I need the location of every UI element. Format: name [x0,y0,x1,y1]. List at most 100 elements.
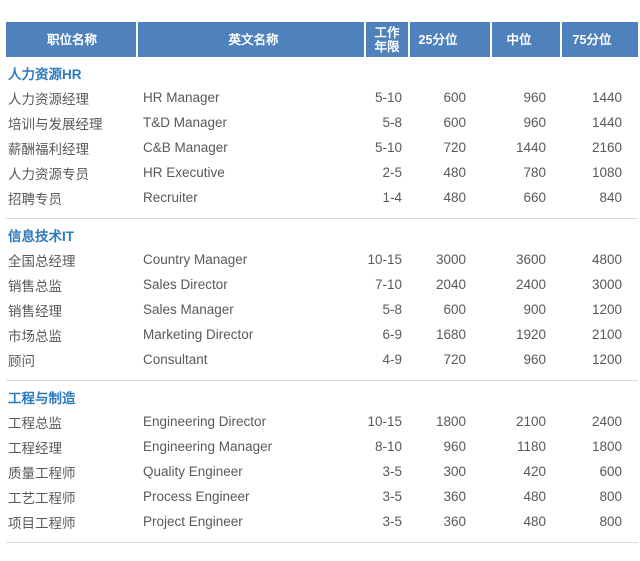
cell-p25: 720 [443,140,466,155]
cell-median: 480 [523,514,546,529]
cell-median: 1920 [515,327,546,342]
cell-english-name: Engineering Director [143,414,267,429]
cell-english-name: Process Engineer [143,489,250,504]
cell-median: 480 [523,489,546,504]
cell-work-years: 3-5 [382,489,402,504]
cell-p25: 360 [443,514,466,529]
table-row: 顾问 Consultant 4-9 720 960 1200 [6,347,638,372]
cell-work-years: 7-10 [374,277,402,292]
cell-median: 2400 [515,277,546,292]
cell-p75: 1800 [591,439,622,454]
cell-work-years: 3-5 [382,464,402,479]
cell-position: 招聘专员 [8,191,62,207]
cell-p75: 3000 [591,277,622,292]
section-title: 人力资源HR [8,67,82,82]
column-header-p75: 75分位 [562,22,638,57]
cell-p75: 600 [599,464,622,479]
cell-position: 工程经理 [8,440,62,456]
cell-median: 960 [523,90,546,105]
column-header-work-years: 工作年限 [366,22,408,57]
cell-p25: 300 [443,464,466,479]
cell-p25: 2040 [435,277,466,292]
cell-p25: 600 [443,115,466,130]
table-bottom-separator [6,542,638,543]
cell-english-name: Project Engineer [143,514,243,529]
cell-p75: 1080 [591,165,622,180]
salary-table: 职位名称 英文名称 工作年限 25分位 中位 75分位 人力资源HR 人力资源经… [6,22,638,543]
cell-p75: 1200 [591,302,622,317]
cell-p75: 2100 [591,327,622,342]
cell-median: 960 [523,115,546,130]
cell-position: 顾问 [8,353,35,369]
section-rows: 全国总经理 Country Manager 10-15 3000 3600 48… [6,247,638,372]
cell-median: 1440 [515,140,546,155]
cell-position: 销售经理 [8,303,62,319]
table-row: 培训与发展经理 T&D Manager 5-8 600 960 1440 [6,110,638,135]
table-row: 工程总监 Engineering Director 10-15 1800 210… [6,409,638,434]
cell-english-name: Quality Engineer [143,464,243,479]
cell-position: 全国总经理 [8,253,76,269]
cell-english-name: Sales Director [143,277,228,292]
cell-english-name: T&D Manager [143,115,228,130]
cell-p75: 2400 [591,414,622,429]
cell-p75: 1200 [591,352,622,367]
section-title: 工程与制造 [8,391,76,406]
cell-work-years: 5-10 [374,140,402,155]
section-separator [6,218,638,219]
table-section: 人力资源HR 人力资源经理 HR Manager 5-10 600 960 14… [6,65,638,210]
table-row: 市场总监 Marketing Director 6-9 1680 1920 21… [6,322,638,347]
cell-english-name: Consultant [143,352,208,367]
cell-work-years: 2-5 [382,165,402,180]
cell-work-years: 6-9 [382,327,402,342]
section-rows: 人力资源经理 HR Manager 5-10 600 960 1440 培训与发… [6,85,638,210]
cell-work-years: 3-5 [382,514,402,529]
table-row: 全国总经理 Country Manager 10-15 3000 3600 48… [6,247,638,272]
cell-work-years: 5-8 [382,302,402,317]
cell-p75: 1440 [591,115,622,130]
cell-p25: 600 [443,90,466,105]
cell-p25: 960 [443,439,466,454]
cell-english-name: Marketing Director [143,327,254,342]
cell-median: 960 [523,352,546,367]
cell-median: 900 [523,302,546,317]
cell-p25: 3000 [435,252,466,267]
column-header-english-name: 英文名称 [138,22,364,57]
cell-position: 质量工程师 [8,465,76,481]
cell-position: 人力资源经理 [8,91,89,107]
cell-p75: 2160 [591,140,622,155]
cell-position: 市场总监 [8,328,62,344]
table-header-row: 职位名称 英文名称 工作年限 25分位 中位 75分位 [6,22,638,57]
cell-p75: 1440 [591,90,622,105]
table-row: 销售总监 Sales Director 7-10 2040 2400 3000 [6,272,638,297]
table-body: 人力资源HR 人力资源经理 HR Manager 5-10 600 960 14… [6,65,638,534]
table-row: 薪酬福利经理 C&B Manager 5-10 720 1440 2160 [6,135,638,160]
cell-work-years: 10-15 [367,414,402,429]
section-separator [6,380,638,381]
column-header-position: 职位名称 [6,22,136,57]
column-header-p25: 25分位 [410,22,490,57]
table-row: 项目工程师 Project Engineer 3-5 360 480 800 [6,509,638,534]
cell-p25: 1680 [435,327,466,342]
column-header-median: 中位 [492,22,560,57]
cell-position: 销售总监 [8,278,62,294]
table-row: 招聘专员 Recruiter 1-4 480 660 840 [6,185,638,210]
table-section: 信息技术IT 全国总经理 Country Manager 10-15 3000 … [6,218,638,372]
table-row: 人力资源专员 HR Executive 2-5 480 780 1080 [6,160,638,185]
cell-median: 2100 [515,414,546,429]
cell-p25: 480 [443,165,466,180]
table-row: 工程经理 Engineering Manager 8-10 960 1180 1… [6,434,638,459]
table-row: 销售经理 Sales Manager 5-8 600 900 1200 [6,297,638,322]
cell-p25: 480 [443,190,466,205]
cell-work-years: 10-15 [367,252,402,267]
cell-median: 420 [523,464,546,479]
cell-p75: 840 [599,190,622,205]
cell-english-name: Recruiter [143,190,198,205]
cell-english-name: HR Manager [143,90,220,105]
cell-english-name: C&B Manager [143,140,228,155]
section-title: 信息技术IT [8,229,74,244]
table-row: 工艺工程师 Process Engineer 3-5 360 480 800 [6,484,638,509]
cell-work-years: 8-10 [374,439,402,454]
cell-english-name: Engineering Manager [143,439,273,454]
cell-work-years: 5-10 [374,90,402,105]
cell-position: 项目工程师 [8,515,76,531]
